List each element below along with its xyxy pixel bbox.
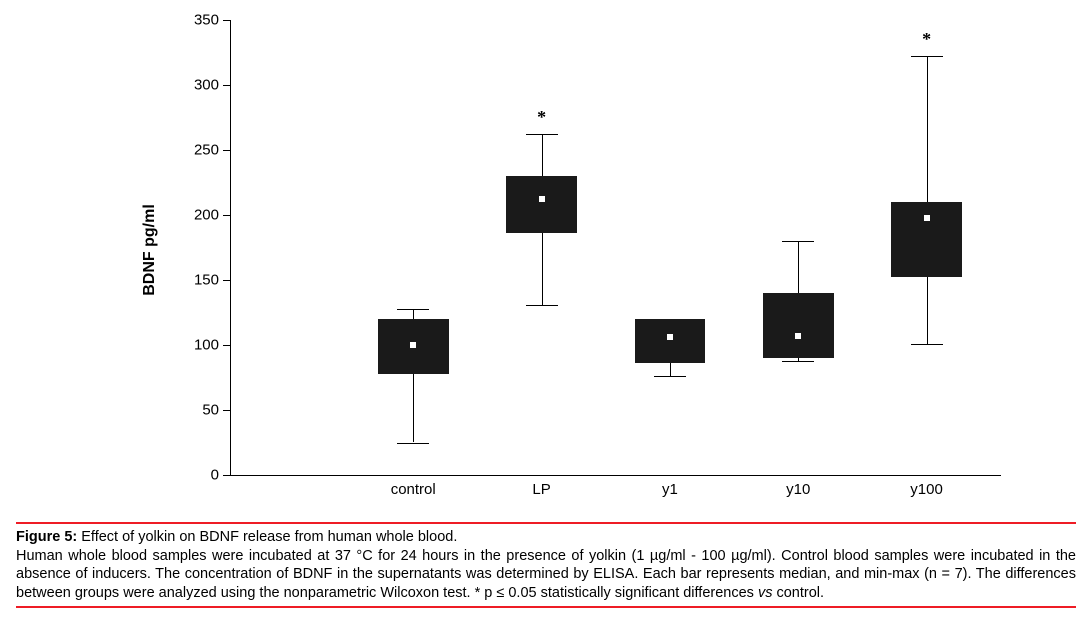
whisker-cap [782, 241, 814, 242]
x-tick-label: LP [532, 481, 550, 498]
y-tick-label: 150 [194, 272, 219, 289]
caption-tail: control. [772, 585, 824, 601]
caption-vs: vs [758, 585, 773, 601]
whisker-cap [654, 376, 686, 377]
figure-label: Figure 5: [16, 529, 77, 545]
plot-area: 050100150200250300350controlLP*y1y10y100… [230, 20, 1001, 476]
y-tick [223, 20, 231, 21]
whisker-cap [526, 305, 558, 306]
y-tick-label: 250 [194, 142, 219, 159]
y-tick-label: 350 [194, 12, 219, 29]
y-tick [223, 475, 231, 476]
y-tick-label: 200 [194, 207, 219, 224]
caption-body: Human whole blood samples were incubated… [16, 548, 1076, 601]
y-tick [223, 280, 231, 281]
x-tick-label: control [391, 481, 436, 498]
y-tick [223, 150, 231, 151]
median-marker [410, 342, 416, 348]
whisker-cap [911, 344, 943, 345]
figure-caption: Figure 5: Effect of yolkin on BDNF relea… [16, 518, 1076, 612]
significance-star: * [922, 29, 931, 50]
x-tick-label: y10 [786, 481, 810, 498]
whisker-cap [782, 361, 814, 362]
whisker-cap [397, 443, 429, 444]
y-tick-label: 100 [194, 337, 219, 354]
y-axis-label: BDNF pg/ml [141, 204, 159, 296]
y-tick-label: 0 [211, 467, 219, 484]
caption-title: Effect of yolkin on BDNF release from hu… [77, 529, 457, 545]
median-marker [667, 334, 673, 340]
box [635, 319, 706, 363]
whisker-cap [911, 56, 943, 57]
rule-top [16, 522, 1076, 524]
significance-star: * [537, 107, 546, 128]
whisker-cap [397, 309, 429, 310]
y-tick-label: 300 [194, 77, 219, 94]
median-marker [539, 196, 545, 202]
x-tick-label: y100 [910, 481, 943, 498]
whisker [927, 56, 928, 343]
y-tick-label: 50 [202, 402, 219, 419]
whisker-cap [526, 134, 558, 135]
y-tick [223, 215, 231, 216]
rule-bottom [16, 606, 1076, 608]
median-marker [795, 333, 801, 339]
median-marker [924, 215, 930, 221]
y-tick [223, 85, 231, 86]
box [891, 202, 962, 277]
y-tick [223, 345, 231, 346]
x-tick-label: y1 [662, 481, 678, 498]
box [763, 293, 834, 358]
box [506, 176, 577, 233]
chart: 0 50 100 150 200 250 300 350 control LP * y1 y10 y100… [170, 0, 1000, 510]
y-tick [223, 410, 231, 411]
